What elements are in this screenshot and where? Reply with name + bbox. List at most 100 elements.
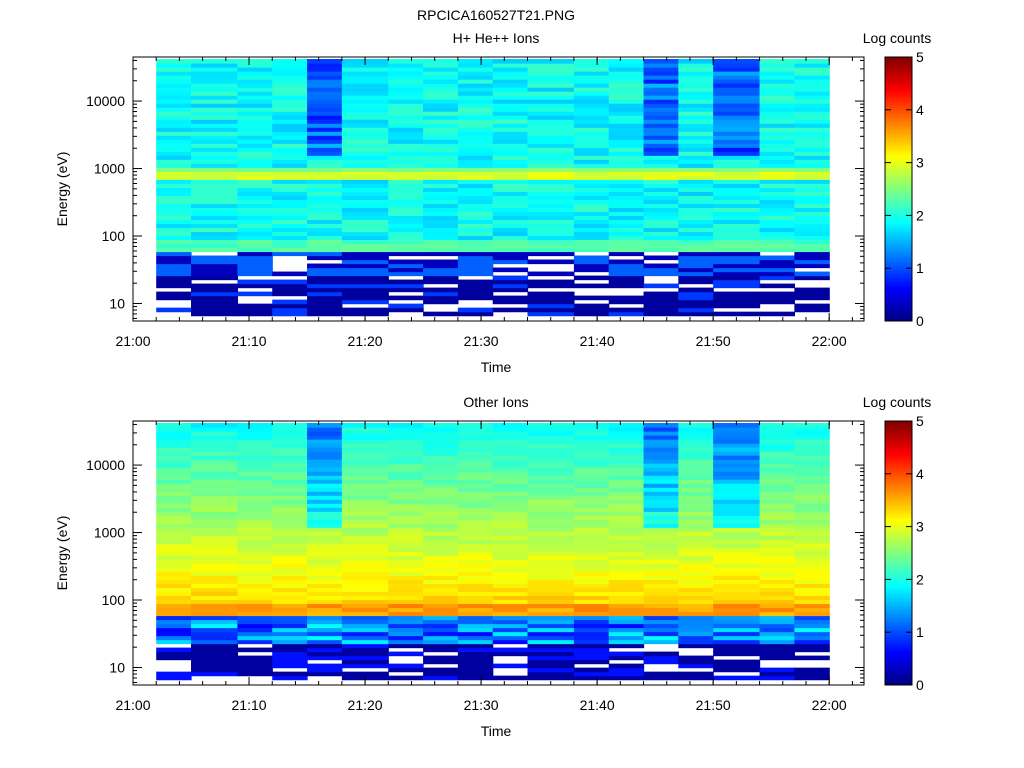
colorbar-swatch: [885, 579, 912, 583]
heatmap-cell: [307, 579, 343, 585]
heatmap-cell: [237, 279, 273, 285]
heatmap-cell: [457, 567, 494, 572]
heatmap-cell: [527, 447, 575, 452]
heatmap-cell: [388, 571, 424, 576]
heatmap-cell: [237, 147, 273, 152]
heatmap-cell: [492, 635, 529, 641]
heatmap-cell: [527, 451, 575, 456]
heatmap-cell: [527, 279, 575, 285]
colorbar-swatch: [885, 460, 912, 464]
heatmap-cell: [759, 131, 795, 136]
heatmap-cell: [759, 167, 795, 172]
heatmap-cell: [759, 467, 795, 472]
heatmap-cell: [156, 639, 192, 645]
heatmap-cell: [713, 571, 761, 576]
heatmap-cell: [272, 627, 308, 633]
heatmap-cell: [794, 271, 830, 277]
heatmap-cell: [457, 247, 494, 253]
heatmap-cell: [423, 423, 459, 428]
colorbar-swatch: [885, 431, 912, 435]
heatmap-cell: [759, 511, 795, 516]
heatmap-cell: [643, 299, 679, 305]
heatmap-cell: [237, 267, 273, 273]
heatmap-cell: [678, 423, 714, 428]
colorbar-swatch: [885, 576, 912, 580]
heatmap-cell: [457, 659, 494, 665]
heatmap-cell: [307, 155, 343, 160]
heatmap-cell: [191, 267, 239, 273]
heatmap-cell: [608, 279, 645, 285]
heatmap-cell: [457, 139, 494, 144]
heatmap-cell: [794, 443, 830, 448]
colorbar-swatch: [885, 502, 912, 506]
heatmap-cell: [643, 571, 679, 576]
heatmap-cell: [237, 91, 273, 96]
heatmap-cell: [608, 207, 645, 212]
heatmap-cell: [272, 635, 308, 641]
heatmap-cell: [492, 535, 529, 540]
heatmap-cell: [191, 639, 239, 645]
heatmap-cell: [457, 427, 494, 432]
colorbar-swatch: [885, 154, 912, 158]
heatmap-cell: [272, 543, 308, 548]
heatmap-cell: [388, 491, 424, 496]
heatmap-cell: [643, 223, 679, 229]
heatmap-cell: [457, 599, 494, 605]
heatmap-cell: [272, 595, 308, 601]
heatmap-cell: [388, 71, 424, 76]
heatmap-cell: [492, 123, 529, 128]
heatmap-cell: [794, 99, 830, 104]
heatmap-cell: [713, 559, 761, 564]
heatmap-cell: [527, 591, 575, 597]
colorbar-swatch: [885, 130, 912, 135]
heatmap-cell: [388, 251, 424, 257]
heatmap-cell: [272, 547, 308, 552]
heatmap-cell: [794, 667, 830, 673]
heatmap-cell: [759, 603, 795, 609]
heatmap-cell: [341, 271, 389, 277]
heatmap-cell: [573, 623, 610, 629]
heatmap-cell: [272, 431, 308, 436]
colorbar-swatch: [885, 423, 912, 427]
heatmap-cell: [759, 471, 795, 476]
heatmap-cell: [423, 467, 459, 472]
colorbar-swatch: [885, 471, 912, 475]
heatmap-cell: [492, 555, 529, 560]
heatmap-cell: [156, 215, 192, 221]
heatmap-cell: [678, 587, 714, 593]
heatmap-cell: [341, 219, 389, 225]
heatmap-cell: [156, 503, 192, 508]
heatmap-cell: [237, 191, 273, 196]
heatmap-cell: [272, 63, 308, 68]
heatmap-cell: [388, 63, 424, 68]
heatmap-cell: [388, 135, 424, 140]
heatmap-cell: [713, 303, 761, 309]
heatmap-cell: [457, 491, 494, 496]
heatmap-cell: [573, 423, 610, 428]
colorbar-swatch: [885, 439, 912, 443]
heatmap-cell: [713, 575, 761, 581]
heatmap-cell: [423, 247, 459, 253]
heatmap-cell: [423, 499, 459, 504]
heatmap-cell: [643, 123, 679, 128]
heatmap-cell: [237, 515, 273, 520]
heatmap-cell: [272, 195, 308, 200]
heatmap-cell: [237, 207, 273, 212]
heatmap-cell: [794, 559, 830, 564]
heatmap-cell: [759, 259, 795, 265]
heatmap-cell: [156, 651, 192, 657]
heatmap-cell: [423, 627, 459, 633]
heatmap-cell: [307, 311, 343, 317]
heatmap-cell: [388, 499, 424, 504]
heatmap-cell: [272, 299, 308, 305]
heatmap-cell: [573, 591, 610, 597]
colorbar-swatch: [885, 574, 912, 578]
heatmap-cell: [237, 619, 273, 625]
heatmap-cell: [608, 139, 645, 144]
heatmap-cell: [307, 451, 343, 456]
heatmap-cell: [573, 667, 610, 673]
heatmap-cell: [527, 303, 575, 309]
heatmap-cell: [191, 119, 239, 124]
heatmap-cell: [307, 535, 343, 540]
